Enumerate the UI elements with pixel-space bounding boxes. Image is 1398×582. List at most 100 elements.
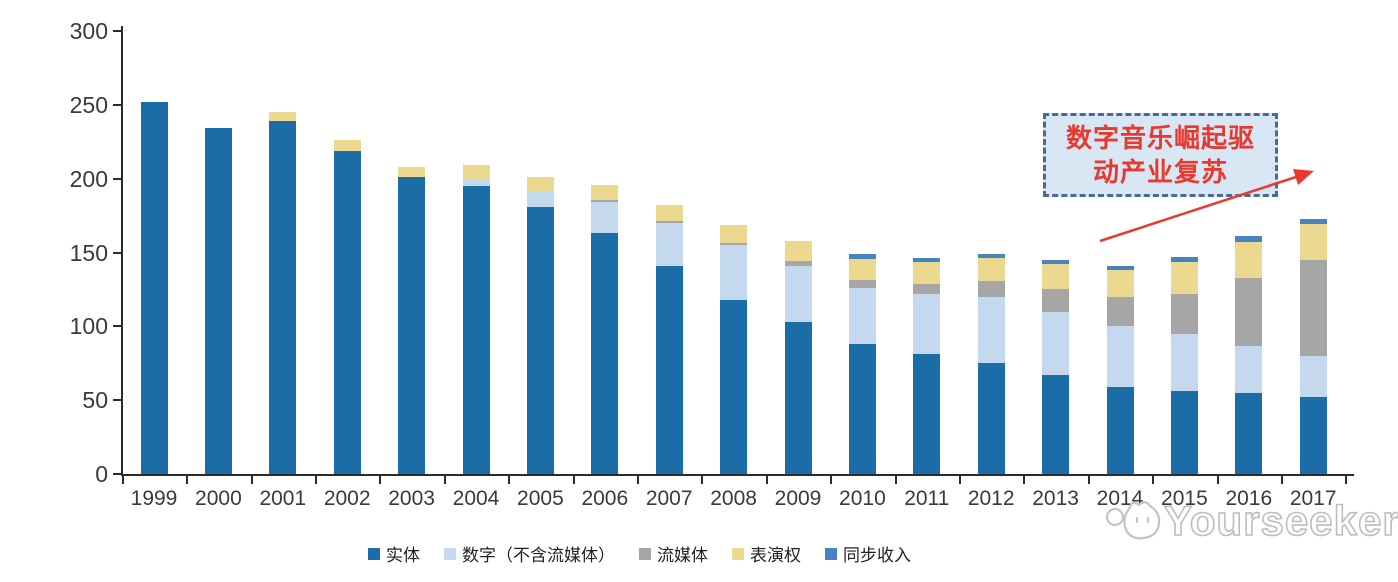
bar-segment-digital bbox=[591, 202, 619, 234]
bar-group-2006 bbox=[591, 20, 619, 474]
bar-segment-physical bbox=[848, 344, 876, 474]
bar-segment-streaming bbox=[913, 283, 941, 294]
bar-segment-physical bbox=[140, 101, 168, 474]
x-tick bbox=[959, 476, 961, 484]
bar-segment-physical bbox=[977, 363, 1005, 474]
bar-segment-streaming bbox=[655, 220, 683, 223]
bar-segment-physical bbox=[1235, 392, 1263, 474]
x-tick bbox=[121, 476, 124, 484]
x-tick bbox=[508, 476, 511, 484]
bar-segment-physical bbox=[784, 321, 812, 474]
x-tick bbox=[1087, 476, 1090, 484]
x-tick-label-2017: 2017 bbox=[1289, 487, 1337, 510]
bar-segment-digital bbox=[913, 293, 941, 355]
bar-segment-performance bbox=[1042, 264, 1070, 290]
bar-segment-sync bbox=[1299, 218, 1327, 225]
y-tick-label: 150 bbox=[69, 239, 108, 266]
y-tick-label: 100 bbox=[69, 313, 108, 340]
x-tick-label-2000: 2000 bbox=[195, 487, 242, 510]
legend-swatch-physical bbox=[368, 547, 380, 560]
x-tick bbox=[315, 476, 317, 484]
bar-group-2000 bbox=[204, 20, 232, 474]
bar-segment-sync bbox=[977, 254, 1005, 259]
x-tick bbox=[1281, 476, 1283, 484]
bar-segment-digital bbox=[1299, 355, 1327, 398]
bar-segment-digital bbox=[720, 245, 748, 300]
x-tick bbox=[1152, 476, 1155, 484]
legend-item-performance: 表演权 bbox=[732, 541, 801, 566]
bar-segment-digital bbox=[655, 222, 683, 266]
annotation-line-1: 数字音乐崛起驱 bbox=[1065, 123, 1255, 153]
annotation-box: 数字音乐崛起驱 动产业复苏 bbox=[1043, 113, 1278, 197]
x-tick bbox=[894, 476, 897, 484]
y-tick-label: 200 bbox=[69, 165, 108, 192]
bar-segment-physical bbox=[269, 121, 297, 474]
y-tick bbox=[113, 325, 122, 328]
bar-segment-physical bbox=[462, 186, 490, 474]
bar-segment-streaming bbox=[1106, 296, 1134, 327]
bar-group-2004 bbox=[462, 20, 490, 474]
bar-segment-performance bbox=[848, 259, 876, 280]
legend-label-performance: 表演权 bbox=[750, 546, 801, 565]
bar-segment-physical bbox=[333, 150, 361, 474]
bar-segment-performance bbox=[913, 262, 941, 284]
bar-segment-performance bbox=[655, 204, 683, 221]
bar-segment-performance bbox=[398, 166, 426, 178]
legend-label-physical: 实体 bbox=[386, 546, 420, 565]
x-tick bbox=[443, 476, 446, 484]
bar-segment-sync bbox=[1042, 259, 1070, 265]
bar-segment-streaming bbox=[1170, 293, 1198, 334]
bar-group-2003 bbox=[398, 20, 426, 474]
bar-segment-performance bbox=[1106, 270, 1134, 297]
bar-segment-sync bbox=[1235, 236, 1263, 243]
bar-group-2005 bbox=[526, 20, 554, 474]
legend-item-digital: 数字（不含流媒体） bbox=[444, 541, 615, 566]
bar-group-2011 bbox=[913, 20, 941, 474]
x-tick-label-2015: 2015 bbox=[1161, 487, 1208, 510]
annotation-line-2: 动产业复苏 bbox=[1092, 157, 1228, 187]
legend-label-digital: 数字（不含流媒体） bbox=[462, 546, 615, 565]
x-tick-label-2002: 2002 bbox=[323, 487, 371, 510]
watermark: Yourseeker bbox=[1104, 494, 1398, 548]
bar-segment-physical bbox=[526, 206, 554, 474]
bar-segment-streaming bbox=[720, 242, 748, 246]
legend-label-sync: 同步收入 bbox=[843, 546, 911, 565]
bar-segment-streaming bbox=[1042, 289, 1070, 312]
bar-segment-digital bbox=[526, 191, 554, 207]
bar-segment-sync bbox=[848, 254, 876, 260]
x-tick-label-2008: 2008 bbox=[710, 487, 757, 510]
bar-group-2002 bbox=[333, 20, 361, 474]
bar-segment-streaming bbox=[977, 280, 1005, 297]
x-tick bbox=[637, 476, 639, 484]
bar-segment-digital bbox=[1235, 345, 1263, 393]
bar-segment-performance bbox=[1299, 224, 1327, 260]
bar-segment-performance bbox=[526, 177, 554, 192]
x-tick-label-2012: 2012 bbox=[967, 487, 1015, 510]
bar-segment-physical bbox=[720, 299, 748, 474]
bar-group-2009 bbox=[784, 20, 812, 474]
y-tick-label: 50 bbox=[82, 387, 108, 414]
bar-segment-performance bbox=[333, 140, 361, 151]
bar-group-2013 bbox=[1042, 20, 1070, 474]
x-axis-line bbox=[121, 474, 1354, 476]
plot-area bbox=[123, 20, 1355, 474]
x-tick bbox=[186, 476, 189, 484]
x-tick-label-2004: 2004 bbox=[452, 487, 500, 510]
bar-segment-streaming bbox=[1299, 259, 1327, 356]
bar-segment-performance bbox=[1235, 242, 1263, 278]
y-tick-label: 250 bbox=[69, 91, 108, 118]
legend-label-streaming: 流媒体 bbox=[657, 546, 708, 565]
bar-segment-streaming bbox=[1235, 277, 1263, 346]
x-tick-label-2011: 2011 bbox=[904, 487, 950, 510]
bar-segment-performance bbox=[591, 185, 619, 201]
bar-segment-physical bbox=[591, 233, 619, 474]
bar-group-2016 bbox=[1235, 20, 1263, 474]
bar-segment-streaming bbox=[784, 261, 812, 266]
x-tick-label-2013: 2013 bbox=[1032, 487, 1079, 510]
bar-group-1999 bbox=[140, 20, 168, 474]
bar-segment-physical bbox=[1106, 386, 1134, 474]
legend-swatch-digital bbox=[444, 547, 456, 560]
y-tick-label: 0 bbox=[95, 461, 108, 487]
bar-group-2012 bbox=[977, 20, 1005, 474]
